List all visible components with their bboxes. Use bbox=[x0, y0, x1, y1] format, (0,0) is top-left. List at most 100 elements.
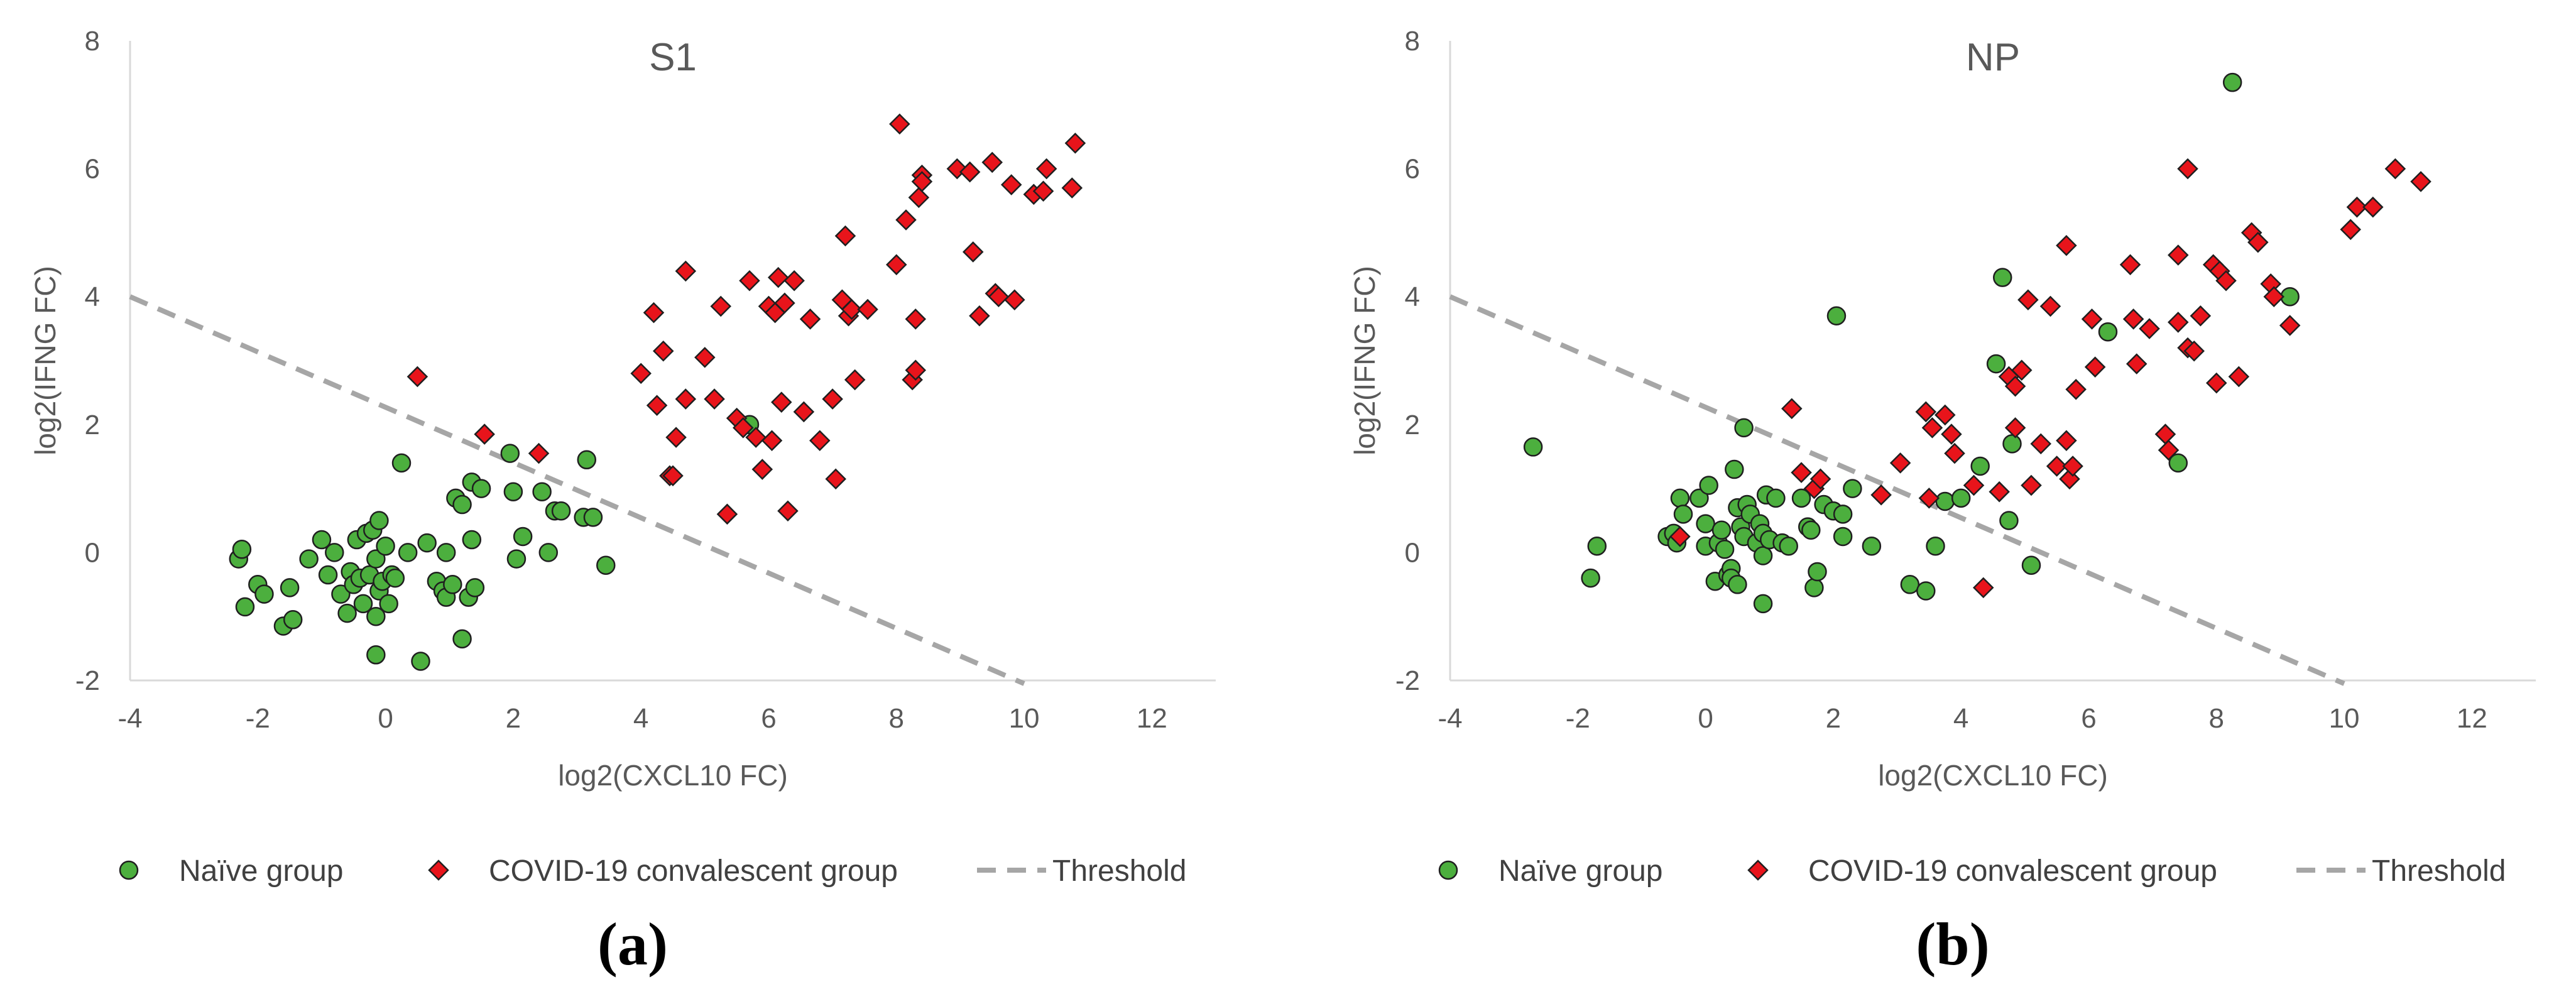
covid-point bbox=[1791, 462, 1812, 483]
covid-point bbox=[1972, 577, 1994, 599]
naive-point bbox=[280, 578, 300, 597]
covid-point bbox=[2340, 219, 2361, 241]
x-tick-label: 12 bbox=[1137, 703, 1167, 734]
covid-point bbox=[2279, 315, 2301, 336]
covid-point bbox=[2056, 234, 2077, 256]
covid-point bbox=[822, 388, 843, 410]
covid-point bbox=[1000, 174, 1022, 195]
y-tick-label: 6 bbox=[1405, 154, 1420, 185]
covid-point bbox=[777, 500, 799, 521]
covid-point bbox=[646, 395, 668, 417]
covid-point bbox=[2056, 430, 2077, 452]
naive-point bbox=[411, 652, 430, 671]
covid-point bbox=[1989, 481, 2010, 503]
covid-point bbox=[908, 187, 930, 209]
covid-point bbox=[2122, 308, 2144, 330]
naive-point bbox=[1843, 479, 1862, 498]
covid-point bbox=[1963, 474, 1985, 496]
naive-point bbox=[1986, 354, 2006, 374]
y-tick-label: 4 bbox=[1405, 281, 1420, 312]
covid-point bbox=[2126, 353, 2148, 374]
y-tick-label: 2 bbox=[1405, 410, 1420, 440]
covid-point bbox=[710, 295, 732, 317]
covid-point bbox=[1064, 133, 1086, 154]
covid-point bbox=[2410, 171, 2431, 192]
naive-point bbox=[1689, 488, 1709, 508]
naive-point bbox=[1833, 527, 1853, 547]
covid-point bbox=[751, 459, 773, 480]
naive-point bbox=[1715, 540, 1735, 559]
covid-point bbox=[662, 465, 684, 487]
naive-point bbox=[577, 450, 597, 470]
naive-point bbox=[337, 603, 357, 623]
y-axis-title: log2(IFNG FC) bbox=[1348, 266, 1381, 456]
legend-covid-marker bbox=[428, 859, 449, 881]
covid-point bbox=[2158, 439, 2180, 461]
covid-point bbox=[643, 302, 665, 324]
x-tick-label: 6 bbox=[761, 703, 776, 734]
x-tick-label: -4 bbox=[117, 703, 142, 734]
naive-point bbox=[452, 629, 472, 649]
naive-point bbox=[1753, 594, 1773, 614]
x-tick-label: -2 bbox=[1566, 703, 1590, 734]
covid-point bbox=[2346, 196, 2368, 218]
threshold-line bbox=[1449, 294, 2345, 686]
covid-point bbox=[2177, 158, 2198, 180]
naive-point bbox=[1696, 514, 1715, 533]
naive-point bbox=[1926, 536, 1945, 556]
y-tick-label: 0 bbox=[1405, 537, 1420, 568]
y-tick-label: -2 bbox=[75, 665, 100, 696]
naive-point bbox=[1670, 488, 1690, 508]
naive-point bbox=[1970, 456, 1990, 476]
panel-label: (a) bbox=[598, 910, 668, 978]
covid-point bbox=[1915, 401, 1937, 423]
covid-point bbox=[2228, 366, 2250, 388]
chart-title: NP bbox=[1966, 36, 2020, 79]
naive-point bbox=[2002, 434, 2022, 454]
naive-point bbox=[366, 606, 386, 626]
naive-point bbox=[1523, 437, 1543, 457]
naive-point bbox=[443, 575, 462, 594]
naive-point bbox=[232, 540, 252, 559]
covid-point bbox=[2168, 244, 2189, 266]
covid-point bbox=[2017, 289, 2039, 311]
naive-point bbox=[1699, 476, 1718, 495]
y-axis-title: log2(IFNG FC) bbox=[29, 266, 62, 456]
naive-point bbox=[376, 536, 395, 556]
naive-point bbox=[325, 543, 344, 562]
covid-point bbox=[474, 423, 495, 445]
naive-point bbox=[353, 594, 373, 614]
naive-point bbox=[1916, 581, 1936, 601]
legend-covid-label: COVID-19 convalescent group bbox=[1808, 854, 2217, 888]
naive-point bbox=[1862, 536, 1882, 556]
covid-point bbox=[857, 298, 878, 320]
covid-point bbox=[1921, 417, 1943, 439]
naive-point bbox=[1587, 536, 1607, 556]
naive-point bbox=[299, 549, 319, 569]
naive-point bbox=[379, 594, 398, 614]
covid-point bbox=[2183, 340, 2205, 362]
covid-point bbox=[2004, 417, 2026, 439]
covid-point bbox=[834, 225, 856, 247]
legend-covid-label: COVID-19 convalescent group bbox=[489, 854, 898, 888]
legend-threshold-label: Threshold bbox=[2372, 854, 2506, 888]
covid-point bbox=[2362, 196, 2384, 218]
covid-point bbox=[885, 254, 907, 276]
covid-point bbox=[2062, 456, 2083, 477]
x-tick-label: 2 bbox=[506, 703, 521, 734]
covid-point bbox=[528, 442, 550, 464]
x-tick-label: 10 bbox=[2329, 703, 2360, 734]
covid-point bbox=[2168, 312, 2189, 333]
covid-point bbox=[761, 430, 783, 452]
y-tick-label: 0 bbox=[85, 537, 100, 568]
x-tick-label: 8 bbox=[889, 703, 904, 734]
covid-point bbox=[2205, 372, 2227, 394]
covid-point bbox=[981, 151, 1003, 173]
naive-point bbox=[1935, 491, 1955, 511]
naive-point bbox=[1999, 511, 2019, 530]
naive-point bbox=[1992, 268, 2012, 287]
covid-point bbox=[895, 209, 917, 231]
naive-point bbox=[500, 444, 520, 463]
covid-point bbox=[799, 308, 821, 330]
